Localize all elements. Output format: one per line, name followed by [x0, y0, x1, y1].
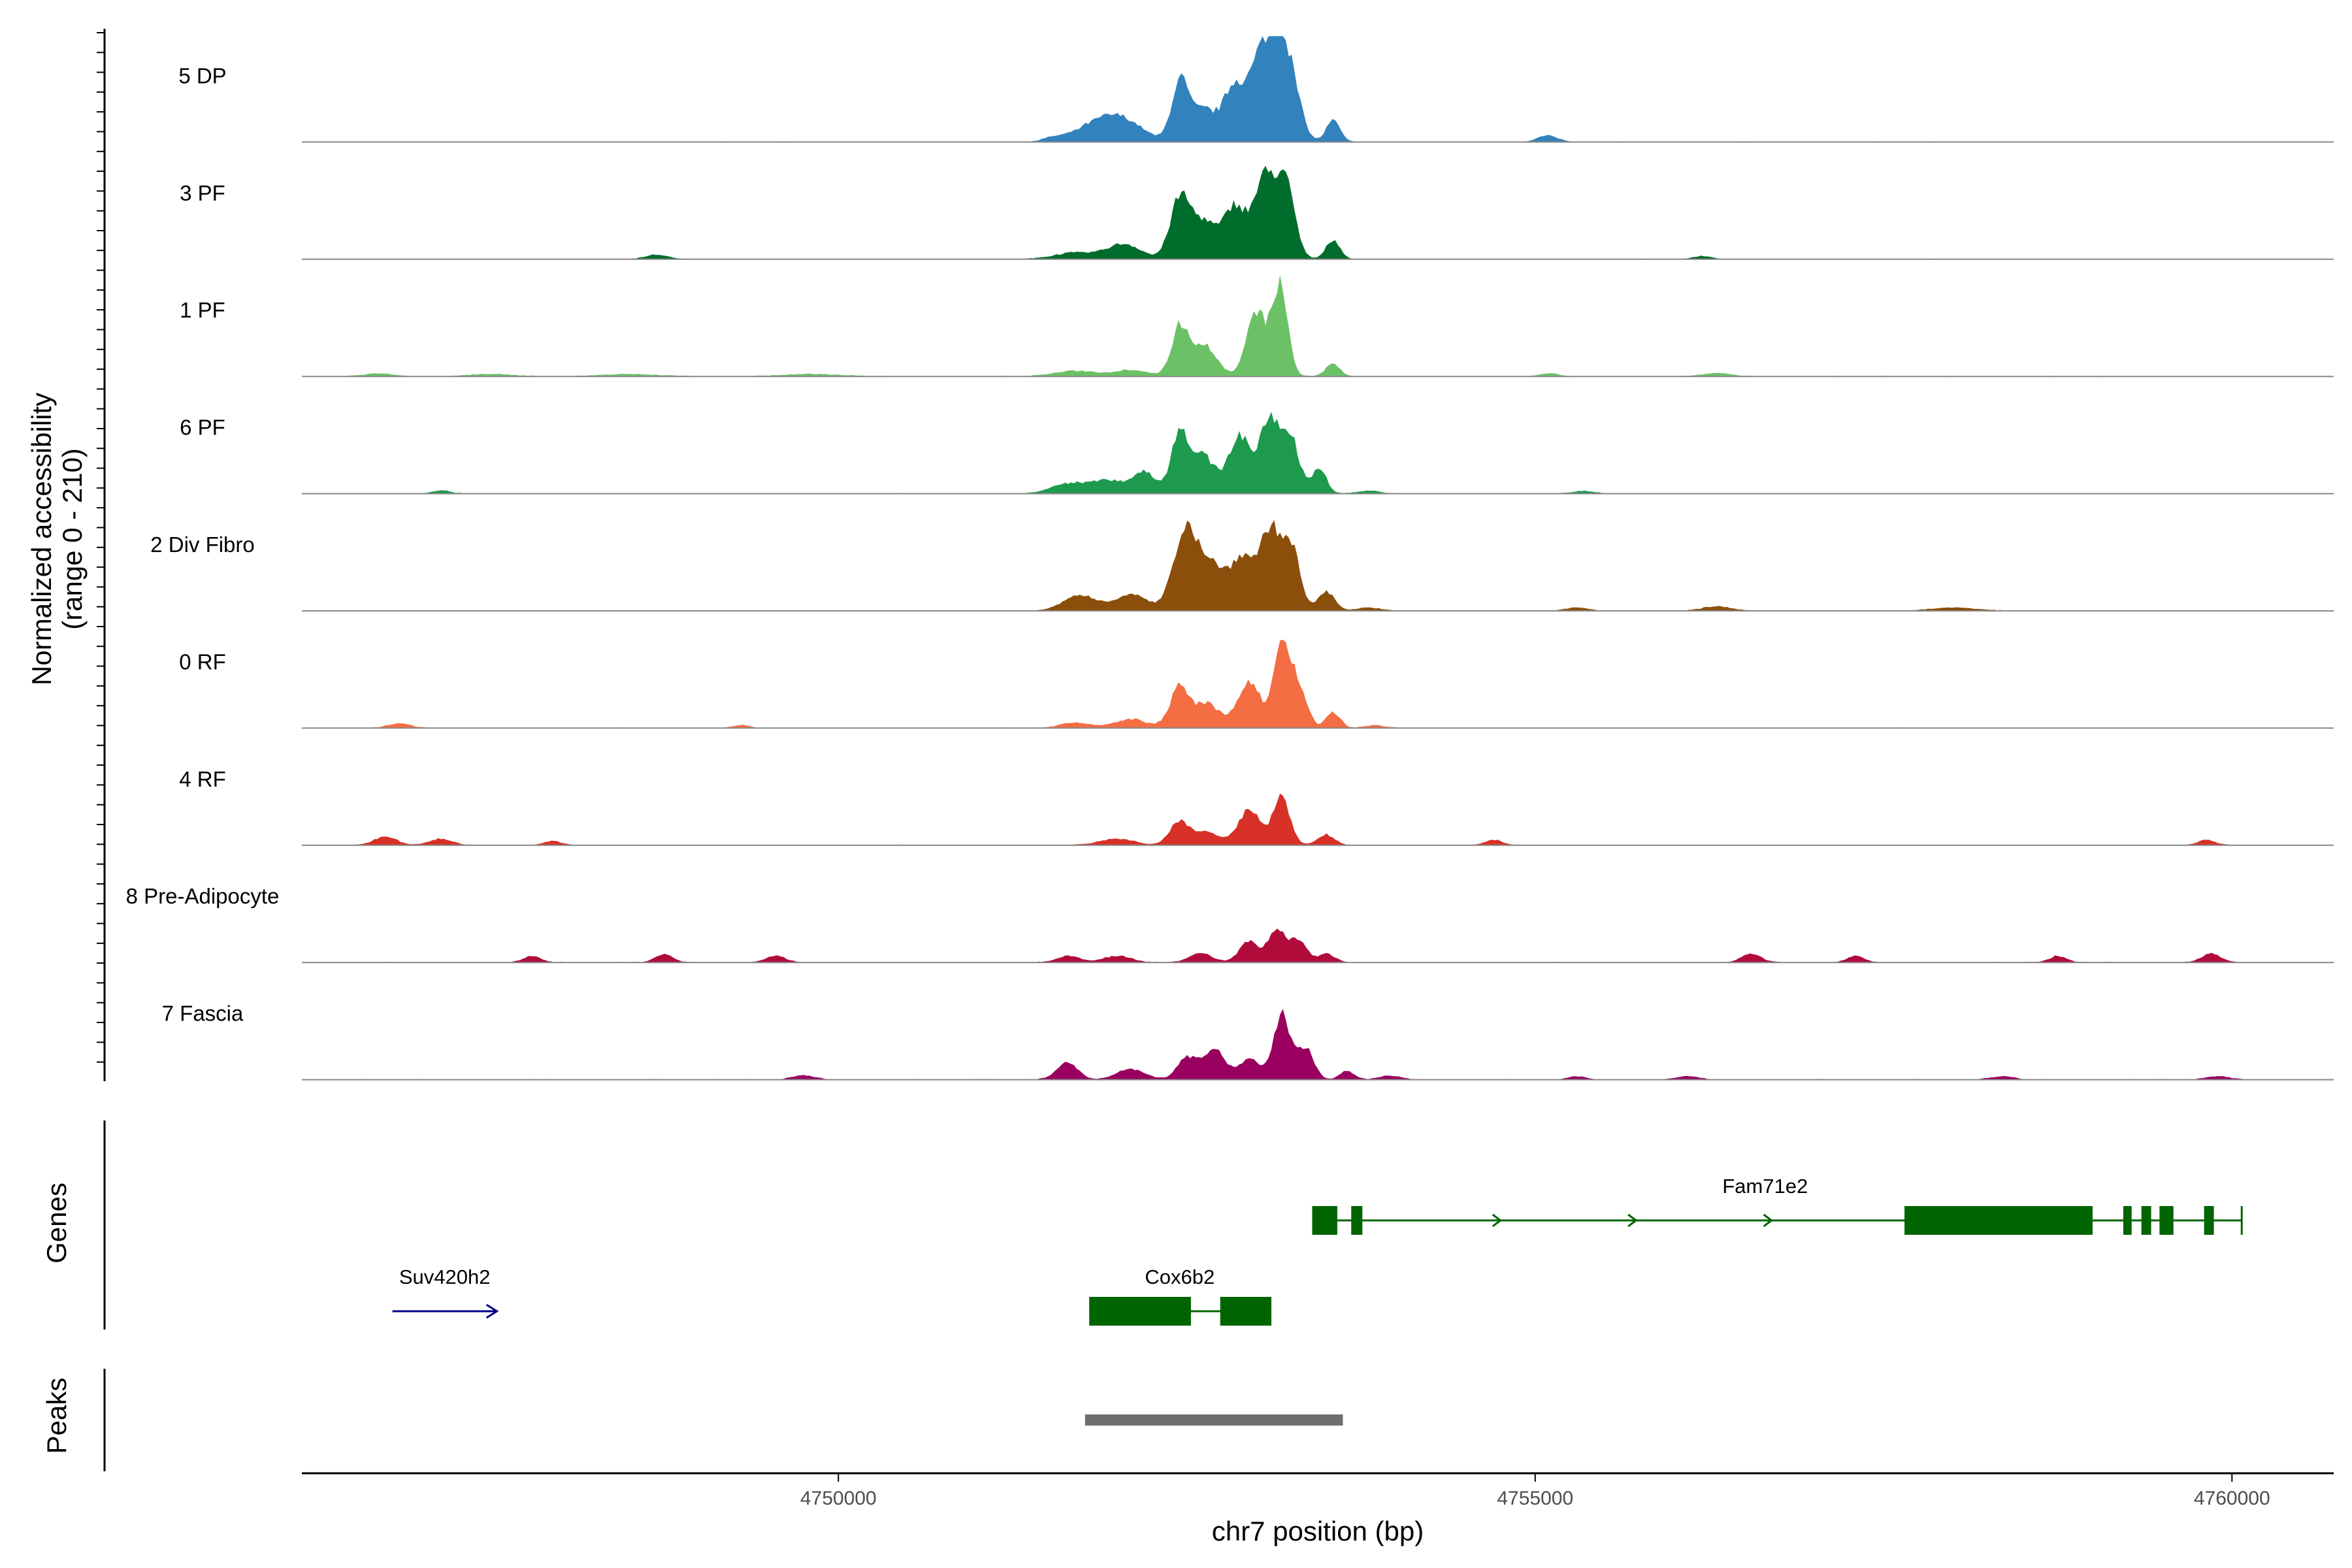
coverage-area [302, 412, 2334, 494]
strand-arrow [1492, 1213, 1503, 1228]
exon [1312, 1206, 1337, 1235]
x-axis-title: chr7 position (bp) [1212, 1516, 1424, 1546]
coverage-track: 4 RF [179, 767, 2334, 846]
track-label: 5 DP [178, 63, 226, 88]
gene-label: Suv420h2 [399, 1266, 491, 1288]
x-tick-label: 4750000 [800, 1488, 877, 1509]
exon [1904, 1206, 2093, 1235]
coverage-area [302, 793, 2334, 845]
track-label: 7 Fascia [162, 1002, 244, 1026]
coverage-track: 5 DP [178, 36, 2334, 143]
gene-label: Fam71e2 [1722, 1175, 1808, 1198]
genes-track-title: Genes [41, 1183, 72, 1264]
peaks-track [103, 1369, 1343, 1471]
y-axis [97, 29, 106, 1081]
x-axis: 4750000 4755000 4760000 [302, 1472, 2334, 1509]
coverage-track: 7 Fascia [162, 1002, 2334, 1081]
x-tick-label: 4760000 [2194, 1488, 2270, 1509]
track-label: 6 PF [180, 416, 225, 440]
exon [2141, 1206, 2151, 1235]
track-label: 1 PF [180, 298, 225, 322]
coverage-area [302, 165, 2334, 259]
y-axis-title-line1: Normalized accessibility [26, 393, 57, 685]
strand-arrow [1763, 1213, 1774, 1228]
track-label: 2 Div Fibro [150, 532, 255, 557]
coverage-area [302, 36, 2334, 142]
gene-label: Cox6b2 [1145, 1266, 1215, 1288]
strand-arrow [1627, 1213, 1638, 1228]
x-tick-label: 4755000 [1497, 1488, 1573, 1509]
coverage-area [302, 1009, 2334, 1080]
coverage-track: 3 PF [180, 165, 2334, 260]
exon [2204, 1206, 2214, 1235]
coverage-track: 6 PF [180, 412, 2334, 495]
coverage-area [302, 520, 2334, 611]
peak-region [1085, 1414, 1343, 1426]
exon [1220, 1297, 1271, 1326]
track-label: 0 RF [179, 649, 226, 674]
gene: Fam71e2 [1312, 1175, 2243, 1235]
coverage-area [302, 640, 2334, 728]
exon [2123, 1206, 2132, 1235]
gene: Cox6b2 [1089, 1266, 1271, 1326]
coverage-track: 1 PF [180, 275, 2334, 378]
track-label: 3 PF [180, 181, 225, 205]
coverage-tracks: 5 DP 3 PF 1 PF 6 PF 2 Div Fibro 0 RF 4 RF 8 Pre… [97, 29, 2334, 1081]
track-label: 8 Pre-Adipocyte [126, 884, 280, 908]
exon [1351, 1206, 1363, 1235]
coverage-area [302, 275, 2334, 377]
exon [1089, 1297, 1191, 1326]
strand-arrow [485, 1303, 499, 1319]
track-label: 4 RF [179, 767, 226, 791]
y-axis-title-line2: (range 0 - 210) [57, 448, 88, 630]
exon [2159, 1206, 2174, 1235]
peaks-track-title: Peaks [41, 1378, 72, 1454]
gene: Suv420h2 [392, 1266, 499, 1319]
genes-track: Suv420h2 Cox6b2 Fam71e2 [103, 1120, 2243, 1330]
coverage-area [302, 928, 2334, 963]
coverage-track: 8 Pre-Adipocyte [126, 884, 2334, 964]
coverage-track: 0 RF [179, 640, 2334, 729]
coverage-track: 2 Div Fibro [150, 520, 2334, 612]
